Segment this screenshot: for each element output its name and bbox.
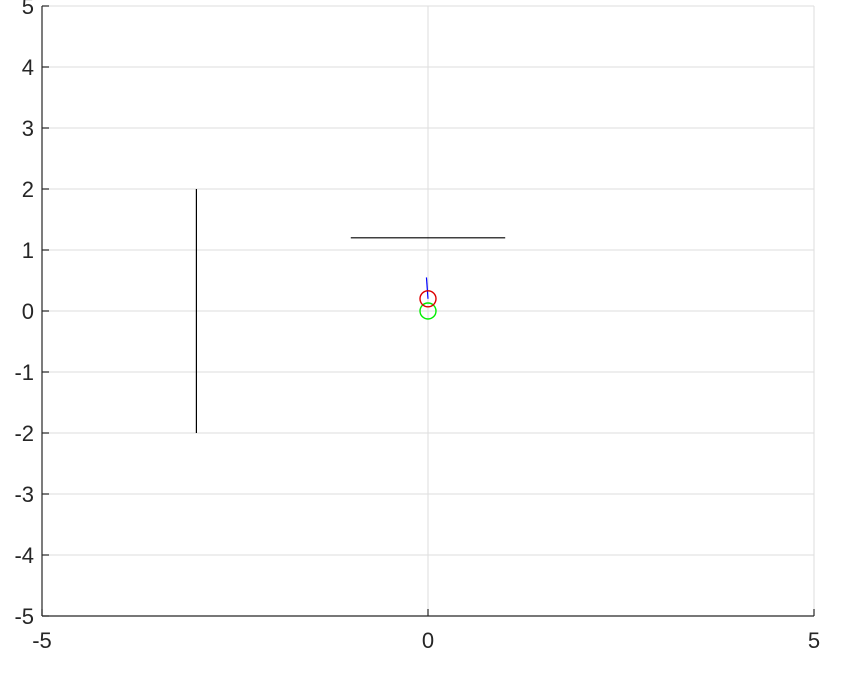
y-tick-label: 2 (22, 177, 34, 202)
y-tick-label: 4 (22, 55, 34, 80)
tick-labels: 5 4 3 2 1 0 -1 -2 -3 -4 -5-5 0 5 (14, 0, 820, 653)
series-heading (425, 277, 429, 299)
x-tick-label: 0 (422, 628, 434, 653)
marker-current (419, 290, 437, 308)
y-tick-label: 1 (22, 238, 34, 263)
y-tick-label: -2 (14, 421, 34, 446)
y-tick-label: -1 (14, 360, 34, 385)
y-tick-label: -3 (14, 482, 34, 507)
grid (41, 5, 815, 617)
series (195, 189, 506, 433)
axes (41, 5, 815, 617)
y-tick-label: 0 (22, 299, 34, 324)
y-tick-label: 5 (22, 0, 34, 19)
x-tick-label: -5 (32, 628, 52, 653)
marker-start (419, 302, 437, 320)
y-tick-label: -4 (14, 543, 34, 568)
y-tick-label: -5 (14, 604, 34, 629)
x-tick-label: 5 (808, 628, 820, 653)
y-tick-label: 3 (22, 116, 34, 141)
